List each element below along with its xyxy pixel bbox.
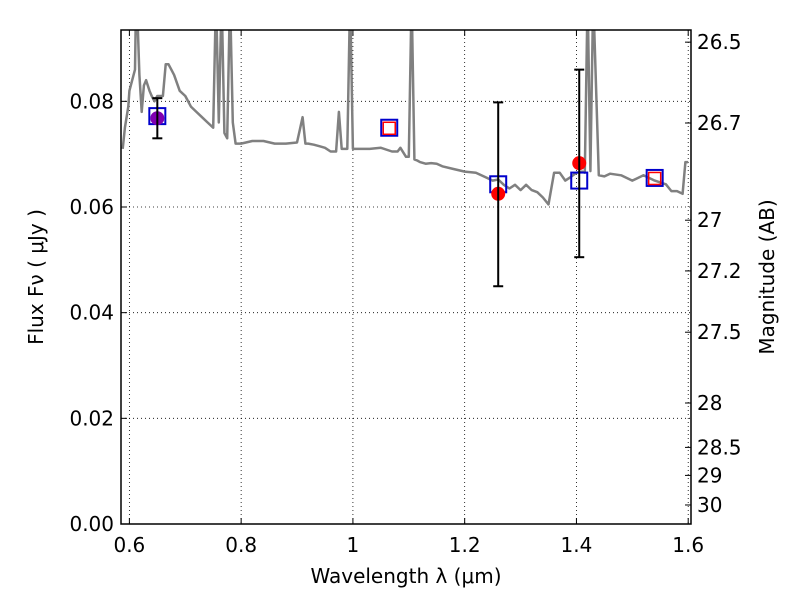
right-tick-label: 29 [697, 463, 722, 487]
x-tick-label: 0.8 [225, 533, 257, 557]
right-tick-label: 27 [697, 208, 722, 232]
y-tick-label: 0.06 [69, 195, 114, 219]
errorbars-layer [152, 68, 585, 288]
y-axis-label: Flux Fν ( μJy ) [24, 209, 48, 345]
model-band-square [645, 168, 664, 187]
right-tick-label: 26.7 [697, 111, 742, 135]
x-tick-label: 1.6 [672, 533, 704, 557]
right-tick-label: 28.5 [697, 435, 742, 459]
right-tick-label: 27.5 [697, 320, 742, 344]
y-tick-label: 0.02 [69, 406, 114, 430]
x-tick-label: 1.2 [449, 533, 481, 557]
y-tick-label: 0.00 [69, 512, 114, 536]
grid-lines [121, 30, 691, 524]
x-tick-label: 1 [347, 533, 360, 557]
model-band-square [380, 118, 399, 137]
model-band-small-square [382, 121, 396, 136]
right-tick-label: 27.2 [697, 259, 742, 283]
model-band-small-square [647, 171, 662, 186]
right-tick-label: 28 [697, 391, 722, 415]
x-axis-label: Wavelength λ (μm) [310, 564, 501, 588]
x-tick-label: 1.4 [561, 533, 593, 557]
y-axis-right-label: Magnitude (AB) [755, 199, 779, 354]
y-tick-label: 0.08 [69, 89, 114, 113]
right-tick-label: 26.5 [697, 30, 742, 54]
plot-frame [120, 29, 692, 525]
template-spectrum-line [121, 30, 689, 206]
y-tick-label: 0.04 [69, 301, 114, 325]
right-tick-label: 30 [697, 493, 722, 517]
ticks-layer: 0.6 0.8 1 1.2 1.4 1.6 0.00 0.02 0.04 0.06 0.08 26.5… [69, 30, 742, 557]
x-tick-label: 0.6 [113, 533, 145, 557]
template-spectrum-layer [121, 30, 689, 206]
